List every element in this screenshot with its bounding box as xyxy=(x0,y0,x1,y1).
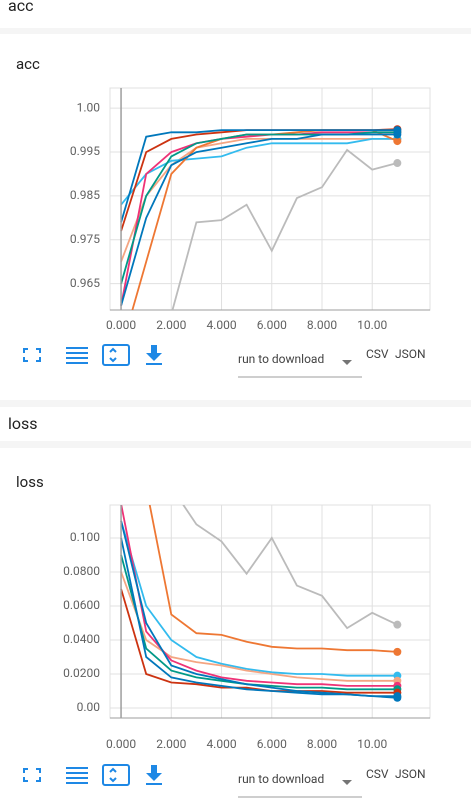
run-dropdown[interactable]: run to download xyxy=(238,772,324,786)
section-header-bar xyxy=(0,407,471,441)
x-tick-label: 8.000 xyxy=(307,737,337,751)
series-line xyxy=(120,138,398,263)
fullscreen-icon[interactable] xyxy=(23,768,41,782)
download-icon[interactable] xyxy=(146,765,162,785)
x-tick-label: 0.000 xyxy=(106,737,136,751)
fit-icon-arrows xyxy=(109,347,117,363)
series-line xyxy=(148,505,398,653)
card xyxy=(0,448,471,810)
x-tick-label: 4.000 xyxy=(206,737,236,751)
series-line xyxy=(120,133,398,306)
series-line xyxy=(120,131,398,306)
dropdown-arrow xyxy=(342,360,352,365)
csv-link[interactable]: CSV xyxy=(366,347,389,361)
section-header-bar xyxy=(0,0,471,28)
lines-icon[interactable] xyxy=(66,767,88,784)
y-tick-label: 0.975 xyxy=(70,232,100,246)
lines-icon[interactable] xyxy=(66,347,88,364)
fit-icon-arrows xyxy=(109,767,117,783)
chart-title: loss xyxy=(16,473,44,491)
series-line xyxy=(120,129,398,223)
y-tick-label: 0.995 xyxy=(70,144,100,158)
fit-icon[interactable] xyxy=(102,764,130,786)
y-tick-label: 0.0400 xyxy=(63,632,100,646)
y-tick-label: 0.0200 xyxy=(63,666,100,680)
y-tick-label: 0.0600 xyxy=(63,598,100,612)
y-tick-label: 1.00 xyxy=(77,100,101,114)
json-link[interactable]: JSON xyxy=(395,347,426,361)
section-header: acc xyxy=(8,0,33,15)
card-controls: run to download CSV JSON xyxy=(23,764,426,798)
csv-link[interactable]: CSV xyxy=(366,767,389,781)
x-tick-label: 4.000 xyxy=(206,318,236,332)
x-tick-label: 6.000 xyxy=(257,737,287,751)
end-point xyxy=(393,620,402,629)
x-tick-label: 10.00 xyxy=(357,318,387,332)
plot-lines xyxy=(120,505,402,702)
end-point xyxy=(393,137,402,146)
section-header: loss xyxy=(8,414,38,433)
json-link[interactable]: JSON xyxy=(395,767,426,781)
end-point xyxy=(393,126,402,135)
y-tick-label: 0.965 xyxy=(70,276,100,290)
y-tick-label: 0.985 xyxy=(70,188,100,202)
x-tick-label: 6.000 xyxy=(257,318,287,332)
dropdown-arrow xyxy=(342,780,352,785)
end-point xyxy=(393,647,402,656)
fit-icon[interactable] xyxy=(102,344,130,366)
run-dropdown[interactable]: run to download xyxy=(238,352,324,366)
y-tick-label: 0.100 xyxy=(70,530,100,544)
end-point xyxy=(393,159,402,168)
card xyxy=(0,34,471,400)
series-line xyxy=(120,520,398,699)
series-line xyxy=(182,505,398,630)
chart-title: acc xyxy=(16,55,40,73)
x-tick-label: 0.000 xyxy=(106,318,136,332)
series-line xyxy=(171,148,398,310)
series-line xyxy=(120,520,398,677)
x-tick-label: 10.00 xyxy=(357,737,387,751)
plot-lines xyxy=(120,125,402,310)
end-point xyxy=(393,693,402,702)
series-line xyxy=(120,505,398,687)
x-tick-label: 2.000 xyxy=(156,318,186,332)
x-tick-label: 8.000 xyxy=(307,318,337,332)
x-tick-label: 2.000 xyxy=(156,737,186,751)
series-line xyxy=(120,571,398,682)
y-tick-label: 0.0800 xyxy=(63,564,100,578)
y-tick-label: 0.00 xyxy=(77,700,101,714)
fullscreen-icon[interactable] xyxy=(23,348,41,362)
card-controls: run to download CSV JSON xyxy=(23,344,426,378)
download-icon[interactable] xyxy=(146,345,162,365)
